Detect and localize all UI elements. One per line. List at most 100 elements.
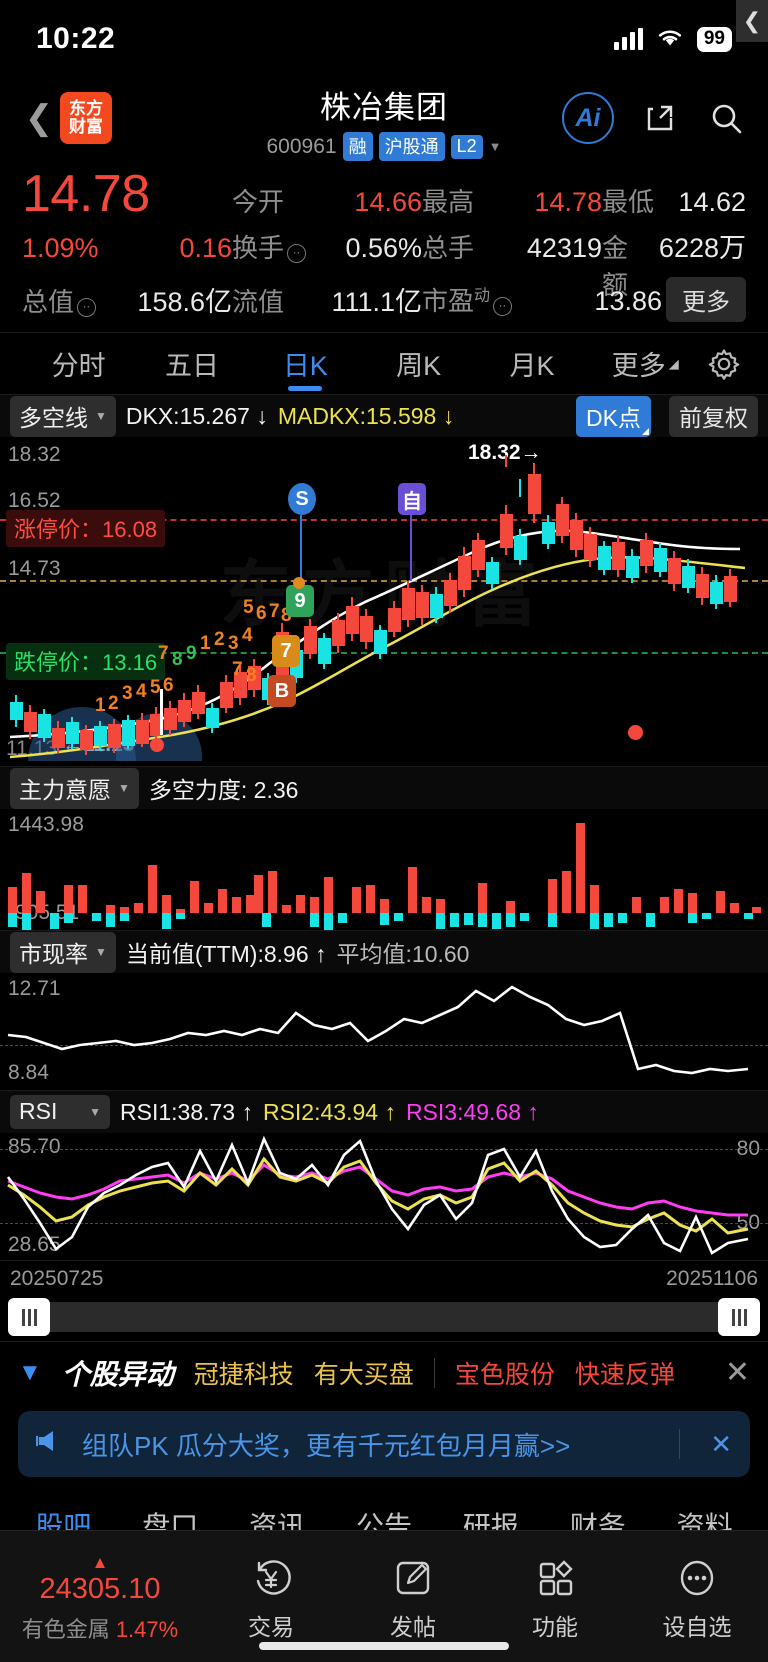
pe-label: 市盈动·· [422,281,513,318]
seq-label-4b: 4 [242,625,253,646]
kchart-indicator-selector[interactable]: 多空线 ▼ [10,395,116,437]
action-post[interactable]: 发帖 [342,1552,484,1642]
main-force-header: 主力意愿 ▼ 多空力度: 2.36 ❮ [0,0,768,809]
adjust-price-button[interactable]: 前复权 [669,395,758,437]
tag-l2: L2 [450,134,483,159]
main-force-name: 主力意愿 [19,776,111,803]
scrollbar-track[interactable] [8,1298,760,1336]
dk-point-button[interactable]: DK点 [576,395,651,437]
madkx-value: MADKX:15.598 ↓ [277,402,455,429]
share-icon[interactable] [640,98,680,138]
scrollbar-grip-right[interactable] [718,1298,760,1336]
rsi-panel[interactable]: 85.70 28.65 80 50 [0,1133,768,1261]
tab-wuri[interactable]: 五日 [164,351,219,381]
dkx-value: DKX:15.267 ↓ [125,402,268,429]
home-indicator [259,1642,509,1650]
scrollbar-grip-left[interactable] [8,1298,50,1336]
marker-zi-stem [410,515,412,581]
marker-s: S [288,483,316,515]
limit-down-tag: 跌停价：13.16 [6,643,166,680]
index-sector-pct: 1.47% [115,1616,179,1642]
marketcap-value: 158.6亿 [137,286,232,317]
seq-label-3b: 3 [228,633,239,654]
tab-monthly-k[interactable]: 月K [509,351,555,381]
marketcap-label: 总值 ·· [22,282,97,319]
seq-label-6: 6 [163,675,174,696]
tab-more-label: 更多 [611,351,666,381]
amount-label: 金额 [602,233,629,300]
pcf-line [7,985,749,1075]
pcf-selector[interactable]: 市现率 ▼ [10,931,116,973]
tab-fenshi[interactable]: 分时 [51,351,106,381]
seq-label-1: 1 [95,695,106,716]
open-value: 14.66 [354,187,422,217]
quote-row-1: 14.78 今开 14.66 最高 14.78 最低 14.62 [22,164,746,226]
seq-label-3: 3 [122,683,133,704]
date-start: 20250725 [10,1267,104,1290]
rsi-selector[interactable]: RSI ▼ [10,1095,110,1129]
open-cell: 今开 14.66 [232,182,422,219]
tag-hugutong: 沪股通 [378,132,445,161]
seq-label-8d: 8 [246,665,257,686]
movement-item-1-event[interactable]: 有大买盘 [313,1360,414,1389]
info-icon[interactable]: ·· [493,296,513,316]
chevron-down-icon[interactable]: ▼ [18,1358,42,1386]
rsi1-value: RSI1:38.73 ↑ [120,1098,253,1125]
quote-panel: 14.78 今开 14.66 最高 14.78 最低 14.62 1.09% 0… [0,158,768,333]
main-force-panel[interactable]: 1443.98 -905.51 [0,809,768,931]
high-cell: 最高 14.78 [422,182,602,219]
title-bar: ❮ 东方 财富 株冶集团 600961 融 沪股通 L2 ▼ Ai [0,78,768,161]
action-trade[interactable]: 交易 [200,1552,342,1642]
promo-banner[interactable]: 组队PK 瓜分大奖，更有千元红包月月赢>> ✕ [18,1411,750,1477]
chevron-down-icon: ▼ [95,408,107,423]
chevron-down-icon: ▼ [89,1104,101,1119]
marker-orange-7: 7 [272,635,300,667]
info-icon[interactable]: ·· [77,297,97,317]
limit-up-line [0,519,768,521]
chevron-down-icon[interactable]: ▼ [488,139,502,154]
index-widget[interactable]: ▲ 24305.10 有色金属 1.47% [0,1550,200,1644]
megaphone-icon [35,1428,68,1461]
tab-daily-k[interactable]: 日K [249,333,362,394]
tab-more[interactable]: 更多 ◢ [589,333,702,394]
turnover-cell: 换手 ·· 0.56% [232,228,422,265]
info-icon[interactable]: ·· [287,244,307,263]
seq-label-4: 4 [136,681,147,702]
tab-weekly-k[interactable]: 周K [396,351,442,381]
amount-cell: 金额 6228万 [602,226,746,302]
pcf-reference-line [0,1045,768,1046]
search-icon[interactable] [706,98,746,138]
chart-scrollbar[interactable] [0,1297,768,1341]
more-button[interactable]: 更多 [666,276,746,322]
floatcap-label: 流值 [232,286,285,317]
seq-label-8: 8 [172,649,183,670]
movement-item-2-event[interactable]: 快速反弹 [574,1360,675,1389]
promo-text[interactable]: 组队PK 瓜分大奖，更有千元红包月月赢>> [82,1430,571,1461]
tick-white [160,689,163,735]
open-label: 今开 [232,187,285,217]
action-function[interactable]: 功能 [484,1552,626,1642]
movement-item-1-name[interactable]: 冠捷科技 [193,1360,294,1389]
movement-item-2-name[interactable]: 宝色股份 [454,1360,555,1389]
marker-zi: 自 [398,483,426,515]
stock-movement-bar: ▼ 个股异动 冠捷科技 有大买盘 宝色股份 快速反弹 ✕ [0,1341,768,1403]
gear-icon[interactable] [702,345,746,383]
pcf-current: 当前值(TTM):8.96 ↑ [125,941,327,967]
action-add-watchlist[interactable]: 设自选 [626,1552,768,1642]
date-axis: 20250725 20251106 [0,1261,768,1297]
kchart-panel[interactable]: 东方财富 18.32 16.52 14.73 11.13 涨停价：16.08 跌… [0,437,768,767]
main-force-bars [8,823,761,930]
seq-label-7: 7 [158,643,169,664]
collapse-left-icon[interactable]: ❮ [736,0,768,42]
main-force-selector[interactable]: 主力意愿 ▼ [10,767,139,809]
pcf-panel[interactable]: 12.71 8.84 [0,973,768,1091]
app-logo[interactable]: 东方 财富 [60,92,112,144]
movement-title: 个股异动 [61,1358,174,1390]
close-icon[interactable]: ✕ [724,1356,750,1389]
marker-green-9: 9 [286,585,314,617]
back-chevron-icon[interactable]: ❮ [24,99,54,137]
ai-button[interactable]: Ai [562,92,614,144]
kchart-indicator-name: 多空线 [19,404,88,431]
volume-label: 总手 [422,233,475,263]
close-icon[interactable]: ✕ [710,1428,732,1459]
